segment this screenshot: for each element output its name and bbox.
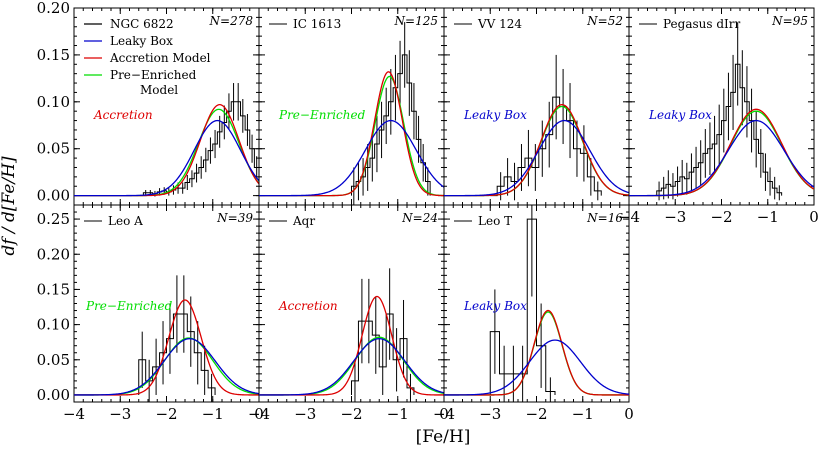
x-tick-label: −2 bbox=[340, 405, 362, 423]
x-tick-label: 0 bbox=[624, 405, 634, 423]
panel-0: 0.00 0.05 0.10 0.15 0.20 N=278 Accretion bbox=[37, 0, 260, 206]
x-tick-label: 0 bbox=[809, 208, 819, 226]
x-tick-label: −4 bbox=[63, 405, 85, 423]
histogram bbox=[490, 96, 602, 197]
best-model-note: Accretion bbox=[278, 299, 338, 313]
x-tick-label: −1 bbox=[387, 405, 409, 423]
y-tick-label: 0.15 bbox=[37, 46, 70, 64]
panel-4: −4 −3 −2 −1 0 0.00 0.05 0.10 0.15 0.20 0.25 Leo A N=… bbox=[37, 204, 264, 423]
n-stars-label: N=16 bbox=[586, 211, 623, 225]
x-tick-label: −1 bbox=[757, 208, 779, 226]
x-tick-label: 0 bbox=[254, 405, 264, 423]
x-tick-label: −3 bbox=[294, 405, 316, 423]
best-model-note: Pre−Enriched bbox=[278, 108, 366, 122]
histogram bbox=[142, 101, 259, 196]
y-tick-label: 0.00 bbox=[37, 386, 70, 404]
y-tick-label: 0.05 bbox=[37, 140, 70, 158]
pre-enriched-curve bbox=[74, 108, 259, 197]
x-tick-label: 0 bbox=[439, 405, 449, 423]
leaky-box-curve bbox=[444, 119, 629, 197]
panel-plot-area bbox=[74, 83, 259, 197]
y-tick-label: 0.20 bbox=[37, 0, 70, 17]
panel-label: VV 124 bbox=[477, 17, 522, 31]
panel-plot-area bbox=[444, 54, 629, 201]
legend: NGC 6822 Leaky Box Accretion Model Pre−Enri… bbox=[84, 17, 211, 97]
n-stars-label: N=52 bbox=[586, 14, 623, 28]
best-model-note: Accretion bbox=[93, 108, 153, 122]
panel-2: VV 124 N=52 Leaky Box bbox=[443, 7, 630, 206]
panel-1: IC 1613 N=125 Pre−Enriched bbox=[258, 7, 445, 206]
panel-label: Leo T bbox=[478, 214, 512, 228]
n-stars-label: N=24 bbox=[401, 211, 438, 225]
leaky-box-curve bbox=[444, 339, 629, 396]
x-tick-label: −1 bbox=[202, 405, 224, 423]
legend-label: Leaky Box bbox=[110, 34, 173, 48]
y-tick-label: 0.05 bbox=[37, 351, 70, 369]
panel-plot-area bbox=[259, 268, 444, 402]
x-tick-label: −4 bbox=[433, 405, 455, 423]
panels-layer: 0.00 0.05 0.10 0.15 0.20 N=278 Accretion IC 161… bbox=[37, 0, 819, 423]
panel-frame bbox=[443, 7, 630, 206]
y-tick-label: 0.00 bbox=[37, 187, 70, 205]
y-tick-label: 0.15 bbox=[37, 280, 70, 298]
n-stars-label: N=278 bbox=[209, 14, 254, 28]
x-tick-label: −3 bbox=[479, 405, 501, 423]
best-model-note: Pre−Enriched bbox=[85, 299, 173, 313]
panel-5: −4 −3 −2 −1 0 Aqr N=24 Accretion bbox=[248, 204, 449, 423]
best-model-note: Leaky Box bbox=[648, 108, 712, 122]
panel-label: IC 1613 bbox=[293, 17, 341, 31]
x-tick-label: −2 bbox=[155, 405, 177, 423]
histogram bbox=[138, 313, 216, 395]
legend-label: NGC 6822 bbox=[110, 17, 174, 31]
leaky-box-curve bbox=[259, 338, 444, 396]
panel-frame bbox=[628, 7, 815, 206]
panel-label: Pegasus dIrr bbox=[663, 17, 740, 31]
best-model-note: Leaky Box bbox=[463, 299, 527, 313]
y-tick-label: 0.25 bbox=[37, 210, 70, 228]
x-tick-label: −4 bbox=[248, 405, 270, 423]
leaky-box-curve bbox=[629, 119, 814, 197]
y-tick-label: 0.20 bbox=[37, 245, 70, 263]
axis-labels-layer: [Fe/H] df / d[Fe/H] bbox=[0, 156, 470, 447]
panel-label: Aqr bbox=[292, 214, 315, 228]
x-axis-title: [Fe/H] bbox=[416, 427, 471, 447]
n-stars-label: N=125 bbox=[394, 14, 438, 28]
histogram bbox=[489, 218, 556, 395]
y-tick-label: 0.10 bbox=[37, 93, 70, 111]
best-model-note: Leaky Box bbox=[463, 108, 527, 122]
panel-plot-area bbox=[444, 205, 629, 402]
n-stars-label: N=39 bbox=[216, 211, 253, 225]
y-tick-label: 0.10 bbox=[37, 316, 70, 334]
histogram bbox=[351, 313, 415, 395]
panel-label: Leo A bbox=[108, 214, 143, 228]
legend-label-line2: Model bbox=[140, 83, 178, 97]
x-tick-label: −3 bbox=[664, 208, 686, 226]
y-axis-title: df / d[Fe/H] bbox=[0, 156, 19, 256]
leaky-box-curve bbox=[74, 338, 259, 396]
legend-label: Pre−Enriched bbox=[110, 68, 197, 82]
panel-plot-area bbox=[259, 22, 444, 205]
n-stars-label: N=95 bbox=[771, 14, 808, 28]
panel-6: −4 −3 −2 −1 0 Leo T N=16 Leaky Box bbox=[433, 204, 634, 423]
x-tick-label: −2 bbox=[525, 405, 547, 423]
legend-label: Accretion Model bbox=[109, 51, 211, 65]
panel-plot-area bbox=[629, 23, 814, 201]
x-tick-label: −2 bbox=[710, 208, 732, 226]
x-tick-label: −1 bbox=[572, 405, 594, 423]
leaky-box-curve bbox=[259, 119, 444, 197]
panel-plot-area bbox=[74, 275, 259, 402]
leaky-box-curve bbox=[74, 119, 259, 197]
x-tick-label: −3 bbox=[109, 405, 131, 423]
